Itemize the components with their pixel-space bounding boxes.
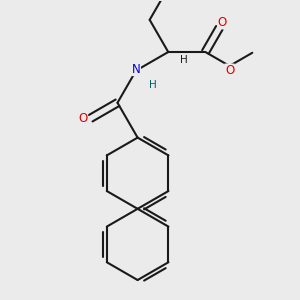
Text: N: N (132, 62, 140, 76)
Text: O: O (218, 16, 227, 29)
Text: H: H (181, 55, 188, 65)
Text: H: H (149, 80, 157, 89)
Text: O: O (78, 112, 88, 125)
Text: O: O (225, 64, 234, 77)
